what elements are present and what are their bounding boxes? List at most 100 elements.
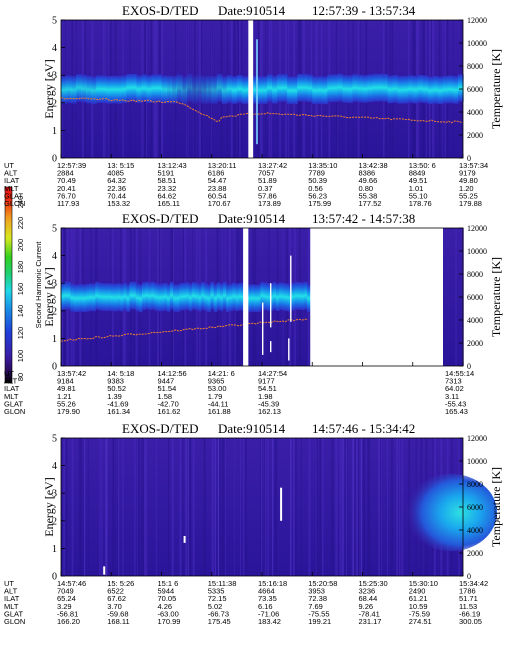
noise-streak <box>105 438 107 576</box>
ephemeris-cell: 179.90 <box>57 407 80 416</box>
ephemeris-cell: 177.52 <box>359 199 382 208</box>
ephemeris-cell: 68.44 <box>359 594 378 603</box>
y2-tick-label: 6000 <box>467 293 483 302</box>
band-column <box>101 283 106 311</box>
ephemeris-cell: 175.99 <box>308 199 331 208</box>
band-column <box>166 284 171 312</box>
band-column <box>282 74 288 102</box>
ephemeris-cell: 73.35 <box>258 594 277 603</box>
band-column <box>226 75 233 103</box>
texture-streak <box>351 438 353 576</box>
texture-streak <box>168 438 170 576</box>
ephemeris-row-label: GLAT <box>4 191 23 200</box>
band-column <box>442 75 449 104</box>
band-column <box>76 284 81 312</box>
ephemeris-cell: 1.01 <box>409 184 424 193</box>
colorbar-tick-label: 120 <box>16 327 25 340</box>
band-column <box>196 74 203 103</box>
noise-streak <box>218 438 220 576</box>
ephemeris-cell: 173.89 <box>258 199 281 208</box>
ephemeris-cell: 12:57:39 <box>57 161 86 170</box>
y2-tick-label: 12000 <box>467 224 487 233</box>
texture-streak <box>344 438 347 576</box>
band-column <box>107 283 112 311</box>
band-column <box>81 74 87 103</box>
band-column <box>142 282 146 310</box>
texture-streak <box>155 438 157 576</box>
texture-streak <box>134 438 136 576</box>
band-column <box>106 76 112 104</box>
bright-speck <box>270 283 272 328</box>
band-column <box>282 282 286 311</box>
texture-streak <box>293 438 295 576</box>
y2-tick-label: 8000 <box>467 270 483 279</box>
y-tick-label: 2 <box>52 98 57 109</box>
ephemeris-row-label: ALT <box>4 169 18 178</box>
y-tick-label: 1 <box>52 544 57 555</box>
ephemeris-cell: 60.54 <box>208 191 227 200</box>
ephemeris-cell: 3.70 <box>107 602 122 611</box>
band-column <box>64 281 68 310</box>
ephemeris-cell: 13:42:38 <box>359 161 388 170</box>
y2-tick-label: 12000 <box>467 434 487 443</box>
band-column <box>85 283 90 312</box>
ephemeris-cell: 64.62 <box>158 191 177 200</box>
band-column <box>297 282 302 310</box>
colorbar-tick-label: 80 <box>16 373 25 381</box>
texture-streak <box>80 438 82 576</box>
band-column <box>216 282 221 310</box>
texture-streak <box>71 438 74 576</box>
band-column <box>272 75 278 104</box>
band-column <box>198 283 202 312</box>
ephemeris-row-label: GLON <box>4 199 25 208</box>
ephemeris-cell: 7049 <box>57 587 74 596</box>
band-column <box>201 281 205 310</box>
band-column <box>171 76 178 104</box>
colorbar-tick-label: 140 <box>16 305 25 318</box>
ephemeris-cell: 15:20:58 <box>308 579 337 588</box>
y-tick-label: 5 <box>52 16 57 27</box>
panel-time-range: 13:57:42 - 14:57:38 <box>312 211 415 226</box>
texture-streak <box>222 438 224 576</box>
band-column <box>117 283 121 311</box>
ephemeris-cell: -66.73 <box>208 609 229 618</box>
band-column <box>291 282 296 311</box>
ephemeris-cell: 3.29 <box>57 602 72 611</box>
band-column <box>188 283 193 312</box>
ephemeris-cell: 300.05 <box>459 617 482 626</box>
y-tick-label: 2 <box>52 306 57 317</box>
ephemeris-cell: -75.59 <box>409 609 430 618</box>
band-column <box>432 76 439 104</box>
colorbar-tick-label: 200 <box>16 239 25 252</box>
band-column <box>179 283 184 311</box>
band-column <box>382 74 389 102</box>
band-column <box>129 281 134 310</box>
ephemeris-cell: 14:27:54 <box>258 369 287 378</box>
y-tick-label: 0 <box>52 154 57 165</box>
panel-2: EXOS-D/TED Date:910514 13:57:42 - 14:57:38… <box>4 211 503 416</box>
band-column <box>307 74 313 103</box>
band-column <box>266 283 271 311</box>
y2-tick-label: 10000 <box>467 457 487 466</box>
band-column <box>79 284 84 312</box>
band-column <box>185 282 190 310</box>
ephemeris-cell: -78.41 <box>359 609 380 618</box>
band-column <box>272 282 277 310</box>
texture-streak <box>455 228 457 366</box>
texture-streak <box>368 438 371 576</box>
panel-title: EXOS-D/TED <box>122 211 199 226</box>
texture-streak <box>63 438 66 576</box>
ephemeris-cell: 49.51 <box>409 176 428 185</box>
texture-streak <box>114 438 116 576</box>
texture-streak <box>355 438 358 576</box>
texture-streak <box>260 438 261 576</box>
ephemeris-cell: -45.39 <box>258 399 279 408</box>
band-column <box>219 283 224 312</box>
ephemeris-cell: 55.38 <box>359 191 378 200</box>
ephemeris-cell: 1.39 <box>107 392 122 401</box>
noise-streak <box>84 438 86 576</box>
band-column <box>458 74 464 102</box>
ephemeris-cell: 15:34:42 <box>459 579 488 588</box>
